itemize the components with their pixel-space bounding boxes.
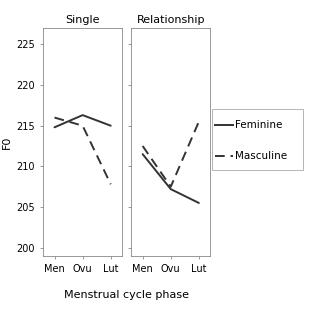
Y-axis label: F0: F0 bbox=[2, 135, 12, 149]
Text: Feminine: Feminine bbox=[235, 120, 283, 130]
Title: Relationship: Relationship bbox=[137, 15, 205, 25]
Text: Menstrual cycle phase: Menstrual cycle phase bbox=[64, 290, 189, 300]
Text: Masculine: Masculine bbox=[235, 151, 288, 161]
Title: Single: Single bbox=[66, 15, 100, 25]
